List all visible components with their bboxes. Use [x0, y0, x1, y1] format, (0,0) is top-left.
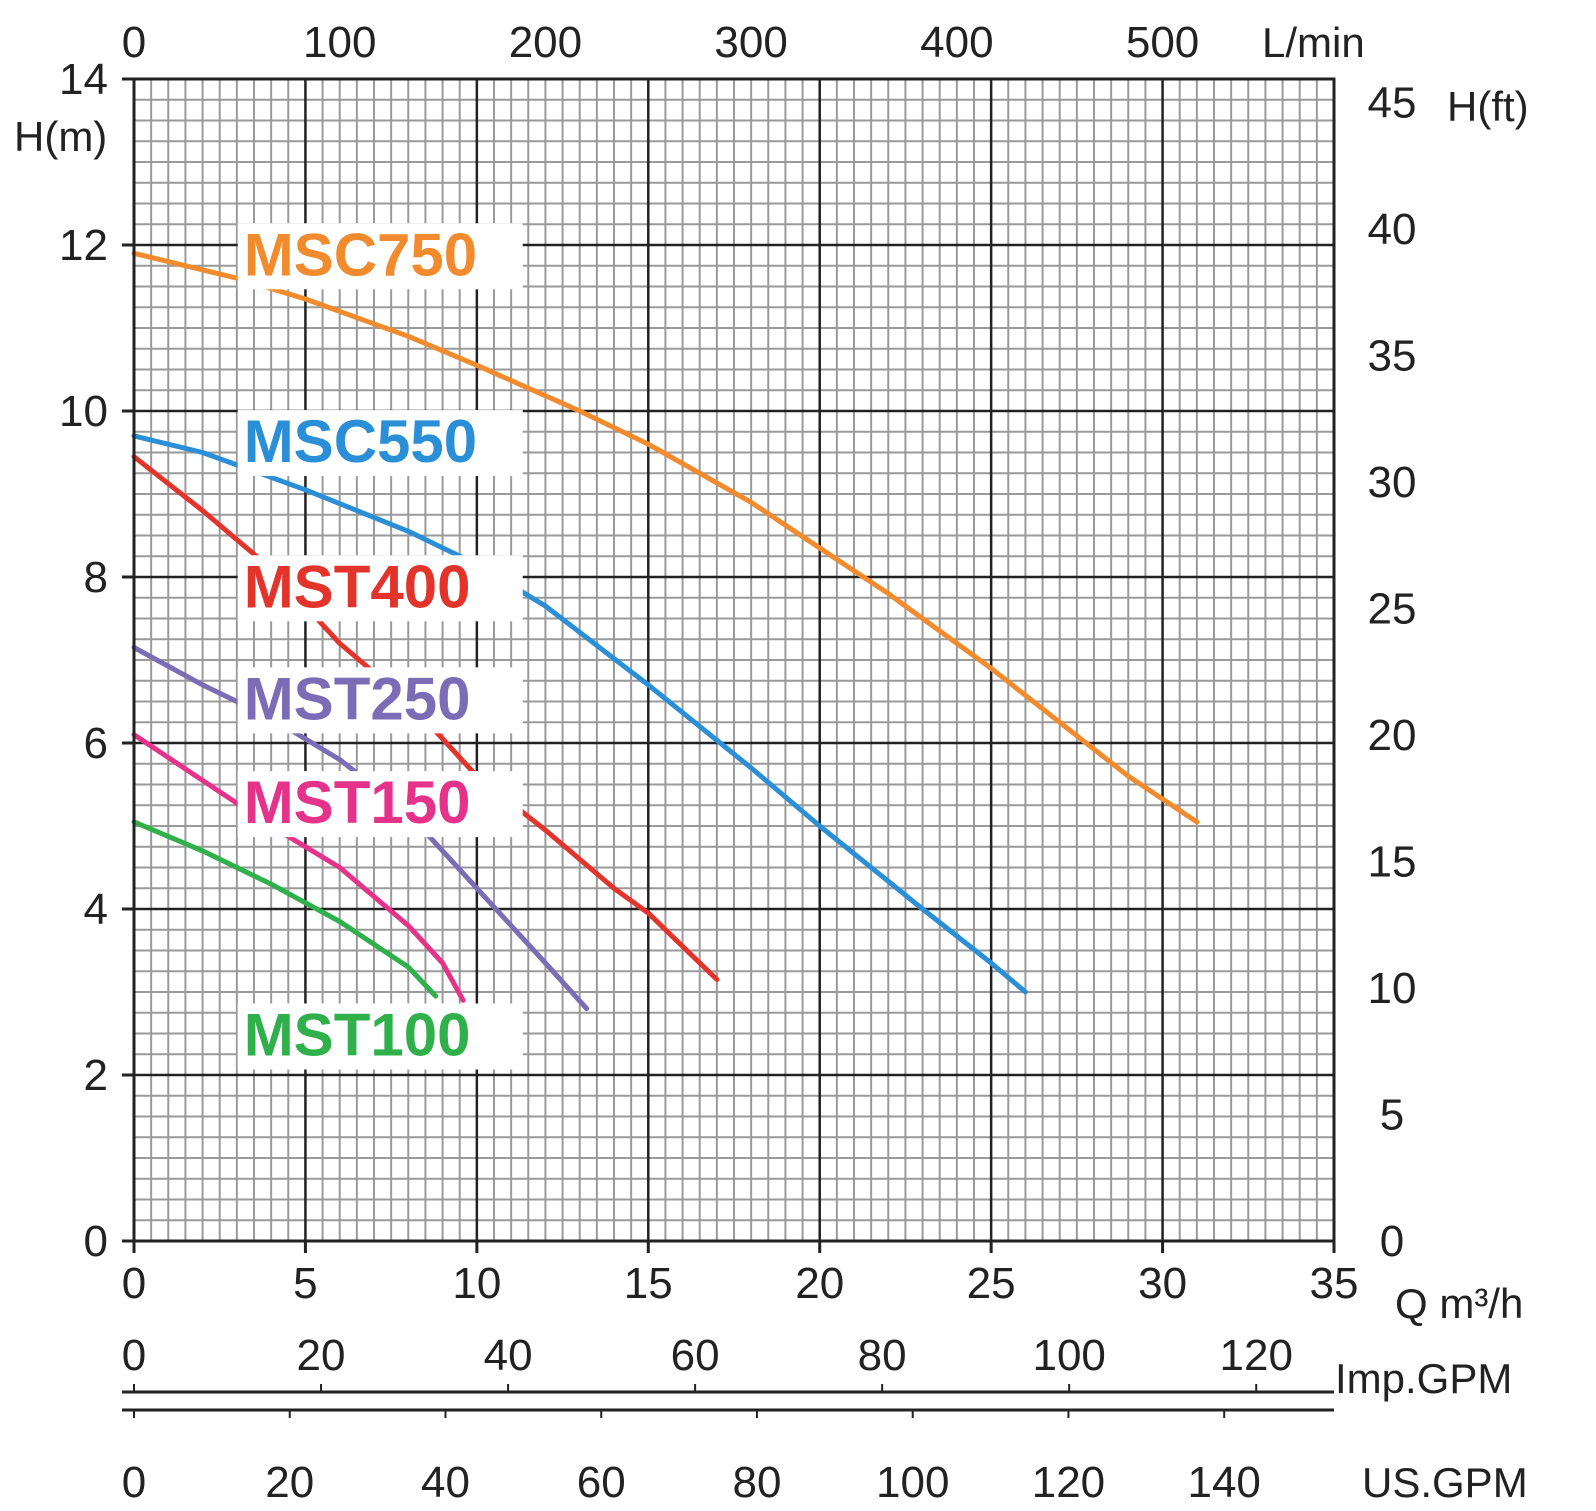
series-label-mst150: MST150: [244, 769, 471, 836]
series-line-msc750: [131, 250, 1200, 825]
top-axis-tick-label: 0: [122, 18, 146, 67]
us-gpm-tick-label: 40: [421, 1458, 470, 1507]
right-axis-tick-label: 20: [1368, 711, 1417, 760]
series-line-mst150: [131, 732, 466, 1003]
series-line-mst100: [131, 819, 439, 999]
us-gpm-tick-label: 60: [577, 1458, 626, 1507]
series-label-bg-msc750: [237, 223, 523, 290]
imp-gpm-tick-label: 40: [484, 1331, 533, 1380]
imp-gpm-axis-label: Imp.GPM: [1335, 1355, 1512, 1402]
series-label-bg-mst250: [237, 667, 523, 734]
x-axis-tick-label: 20: [795, 1259, 844, 1308]
us-gpm-axis-label: US.GPM: [1362, 1459, 1528, 1506]
series-label-mst100: MST100: [244, 1002, 471, 1069]
top-axis-tick-label: 500: [1126, 18, 1199, 67]
us-gpm-tick-label: 0: [122, 1458, 146, 1507]
top-axis-tick-label: 400: [920, 18, 993, 67]
right-axis-tick-label: 5: [1380, 1091, 1404, 1140]
series-label-bg-mst400: [237, 555, 523, 622]
right-axis-tick-label: 0: [1380, 1217, 1404, 1266]
y-axis-tick-label: 8: [84, 553, 108, 602]
series-label-mst400: MST400: [244, 553, 471, 620]
us-gpm-tick-label: 120: [1032, 1458, 1105, 1507]
y-axis-tick-label: 6: [84, 719, 108, 768]
right-axis-tick-label: 15: [1368, 838, 1417, 887]
x-axis-tick-label: 30: [1138, 1259, 1187, 1308]
y-axis-unit-label: H(m): [14, 113, 107, 160]
us-gpm-tick-label: 20: [265, 1458, 314, 1507]
chart-series-labels: MSC750 MSC550 MST400 MST250 MST150 MST100: [237, 221, 523, 1070]
us-gpm-tick-label: 80: [732, 1458, 781, 1507]
y-axis-tick-label: 14: [59, 55, 108, 104]
series-label-mst250: MST250: [244, 665, 471, 732]
series-label-bg-mst150: [237, 771, 523, 838]
series-label-bg-msc550: [237, 410, 523, 477]
series-line-msc550: [131, 433, 1028, 995]
chart-axes: [122, 77, 1336, 1418]
imp-gpm-tick-label: 80: [858, 1331, 907, 1380]
x-axis-tick-label: 15: [624, 1259, 673, 1308]
right-axis-tick-label: 30: [1368, 458, 1417, 507]
series-label-bg-mst100: [237, 1003, 523, 1070]
imp-gpm-tick-label: 120: [1220, 1331, 1293, 1380]
right-axis-tick-label: 40: [1368, 205, 1417, 254]
plot-frame: [132, 77, 1336, 1243]
imp-gpm-tick-label: 60: [671, 1331, 720, 1380]
y-axis-tick-label: 4: [84, 885, 108, 934]
x-axis-tick-label: 5: [293, 1259, 317, 1308]
y-axis-tick-label: 12: [59, 221, 108, 270]
x-axis-tick-label: 25: [967, 1259, 1016, 1308]
top-axis-tick-label: 100: [303, 18, 376, 67]
series-label-msc750: MSC750: [244, 221, 477, 288]
right-axis-tick-label: 10: [1368, 964, 1417, 1013]
y-axis-tick-label: 0: [84, 1217, 108, 1266]
x-axis-tick-label: 0: [122, 1259, 146, 1308]
right-axis-tick-label: 35: [1368, 332, 1417, 381]
top-axis-tick-label: 200: [509, 18, 582, 67]
x-axis-tick-label: 35: [1310, 1259, 1359, 1308]
right-axis-tick-label: 45: [1368, 79, 1417, 128]
top-axis-tick-label: 300: [714, 18, 787, 67]
top-axis-unit-label: L/min: [1262, 19, 1365, 66]
right-axis-tick-label: 25: [1368, 585, 1417, 634]
x-axis-tick-label: 10: [452, 1259, 501, 1308]
right-axis-unit-label: H(ft): [1447, 83, 1529, 130]
x-axis-unit-label: Q m³/h: [1395, 1280, 1523, 1327]
us-gpm-tick-label: 100: [876, 1458, 949, 1507]
y-axis-tick-label: 2: [84, 1051, 108, 1100]
imp-gpm-tick-label: 0: [122, 1331, 146, 1380]
imp-gpm-tick-label: 100: [1032, 1331, 1105, 1380]
series-label-msc550: MSC550: [244, 408, 477, 475]
us-gpm-tick-label: 140: [1187, 1458, 1260, 1507]
imp-gpm-tick-label: 20: [297, 1331, 346, 1380]
y-axis-tick-label: 10: [59, 387, 108, 436]
